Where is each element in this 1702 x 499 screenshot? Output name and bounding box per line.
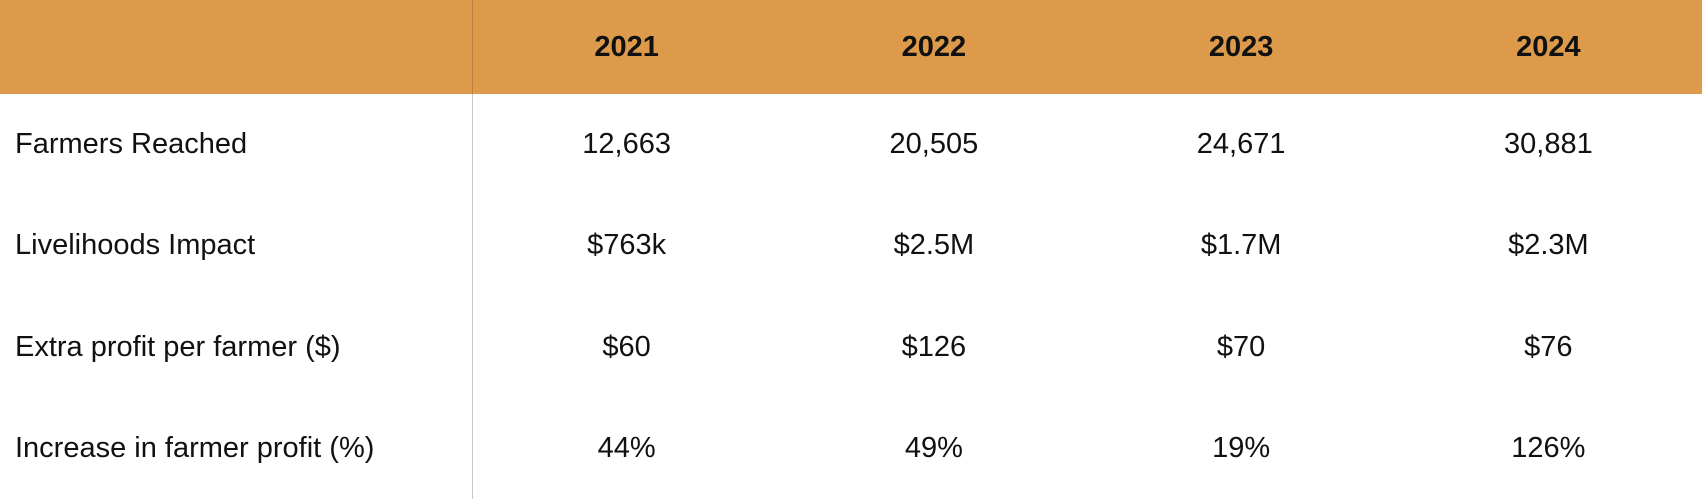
table-value: 19% <box>1212 431 1271 464</box>
header-year: 2023 <box>1087 0 1395 94</box>
row-label: Livelihoods Impact <box>0 195 473 297</box>
row-label: Extra profit per farmer ($) <box>0 296 473 398</box>
table-value: 49% <box>904 431 963 464</box>
header-year: 2021 <box>473 0 781 94</box>
table-value: $2.5M <box>893 229 975 262</box>
table-value: 24,671 <box>1196 128 1286 161</box>
header-year: 2022 <box>780 0 1088 94</box>
table-value: 30,881 <box>1504 128 1593 161</box>
table-value: $2.3M <box>1508 229 1589 262</box>
table-value: $76 <box>1524 330 1573 363</box>
row-label: Farmers Reached <box>0 94 473 196</box>
table-value: 12,663 <box>582 128 671 161</box>
table-value: $126 <box>901 330 967 363</box>
table-value: $70 <box>1216 330 1266 363</box>
table-value: 126% <box>1511 431 1586 464</box>
row-label: Increase in farmer profit (%) <box>0 397 473 499</box>
table-value: $763k <box>587 229 667 262</box>
table-value: 20,505 <box>889 128 979 161</box>
header-corner <box>0 0 473 94</box>
table-value: $1.7M <box>1200 229 1282 262</box>
header-year: 2024 <box>1394 0 1702 94</box>
table-value: 44% <box>597 431 656 464</box>
table-value: $60 <box>602 330 651 363</box>
